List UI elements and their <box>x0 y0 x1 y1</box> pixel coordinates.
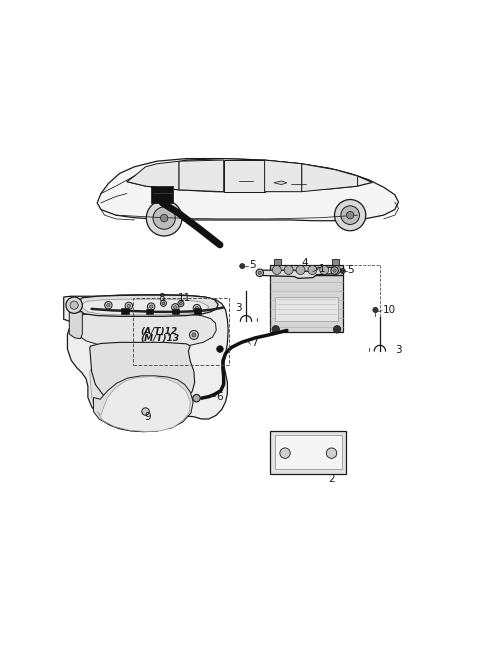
Circle shape <box>66 297 83 313</box>
Circle shape <box>195 307 199 310</box>
Circle shape <box>70 301 78 309</box>
Polygon shape <box>97 159 398 221</box>
Circle shape <box>162 302 165 305</box>
Circle shape <box>153 207 175 229</box>
Circle shape <box>272 325 279 333</box>
Circle shape <box>284 265 293 274</box>
Bar <box>270 431 347 474</box>
Bar <box>151 186 173 203</box>
Circle shape <box>333 269 336 272</box>
Polygon shape <box>77 313 216 347</box>
Circle shape <box>190 331 198 340</box>
Circle shape <box>160 214 168 222</box>
Text: 4: 4 <box>301 258 308 268</box>
Circle shape <box>280 448 290 458</box>
Text: 11: 11 <box>178 292 192 303</box>
Polygon shape <box>274 181 287 184</box>
Circle shape <box>340 269 345 274</box>
Circle shape <box>105 302 112 309</box>
Circle shape <box>147 303 155 311</box>
Bar <box>145 309 153 314</box>
Circle shape <box>347 212 354 219</box>
Text: (M/T)13: (M/T)13 <box>140 334 179 343</box>
Circle shape <box>334 325 341 333</box>
Polygon shape <box>127 159 372 192</box>
Bar <box>332 259 339 265</box>
Bar <box>121 308 129 314</box>
Text: (A/T)12: (A/T)12 <box>140 327 177 336</box>
Polygon shape <box>77 295 218 316</box>
Polygon shape <box>257 267 335 278</box>
Text: 5: 5 <box>348 265 354 275</box>
Circle shape <box>332 265 340 274</box>
Polygon shape <box>97 377 190 432</box>
Circle shape <box>125 302 132 310</box>
Circle shape <box>174 306 177 309</box>
Circle shape <box>160 300 167 306</box>
Circle shape <box>216 345 223 353</box>
Circle shape <box>192 333 196 337</box>
Bar <box>132 298 229 365</box>
Circle shape <box>296 265 305 274</box>
Circle shape <box>107 303 110 307</box>
Circle shape <box>193 395 200 402</box>
Circle shape <box>180 302 182 305</box>
Bar <box>274 259 281 265</box>
Polygon shape <box>179 160 224 192</box>
Bar <box>275 297 338 321</box>
Circle shape <box>142 408 149 415</box>
Text: 3: 3 <box>395 345 401 355</box>
Text: 8: 8 <box>158 292 165 303</box>
Text: 6: 6 <box>216 391 223 402</box>
Polygon shape <box>264 160 302 192</box>
Polygon shape <box>69 312 83 338</box>
Text: 7: 7 <box>252 338 258 349</box>
Circle shape <box>178 301 184 307</box>
Text: 2: 2 <box>328 474 335 483</box>
Bar <box>172 309 179 314</box>
Text: 3: 3 <box>236 303 242 313</box>
Text: 9: 9 <box>145 411 152 422</box>
Circle shape <box>308 265 317 274</box>
Polygon shape <box>64 295 228 432</box>
Polygon shape <box>127 161 179 190</box>
Polygon shape <box>224 160 264 192</box>
Circle shape <box>326 448 337 458</box>
Polygon shape <box>90 342 195 408</box>
Text: 10: 10 <box>383 305 396 315</box>
Circle shape <box>335 199 366 231</box>
Polygon shape <box>90 355 191 428</box>
Circle shape <box>127 304 131 307</box>
Bar <box>270 275 343 333</box>
Circle shape <box>273 265 281 274</box>
Text: 5: 5 <box>249 260 256 270</box>
Bar <box>275 435 342 469</box>
Circle shape <box>146 201 182 236</box>
Bar <box>194 308 202 314</box>
Circle shape <box>373 307 378 313</box>
Circle shape <box>341 206 360 225</box>
Circle shape <box>193 305 201 312</box>
Text: 1: 1 <box>319 264 325 274</box>
Polygon shape <box>302 164 358 192</box>
Bar <box>270 265 343 275</box>
Polygon shape <box>83 299 209 315</box>
Circle shape <box>256 269 264 276</box>
Circle shape <box>320 265 329 274</box>
Circle shape <box>258 271 262 274</box>
Circle shape <box>331 267 338 274</box>
Circle shape <box>149 305 153 309</box>
Circle shape <box>240 263 245 269</box>
Circle shape <box>172 303 179 311</box>
Polygon shape <box>94 376 193 431</box>
